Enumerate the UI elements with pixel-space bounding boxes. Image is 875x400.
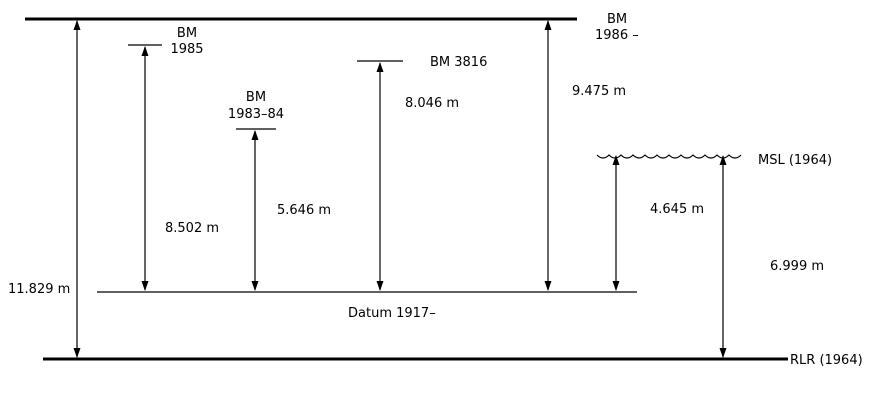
measurement-8046-label: 8.046 m (405, 96, 459, 111)
measurement-11829-label: 11.829 m (8, 282, 70, 297)
bm-1983-84-label-line2: 1983–84 (228, 107, 284, 122)
bm-3816-label: BM 3816 (430, 55, 487, 70)
measurement-9475-label: 9.475 m (572, 84, 626, 99)
datum-1917-label: Datum 1917– (348, 306, 436, 321)
bm-1985-label-line1: BM (177, 26, 197, 41)
bm-1986-label-line1: BM (607, 12, 627, 27)
measurement-5646-label: 5.646 m (277, 203, 331, 218)
msl-1964-label: MSL (1964) (758, 153, 832, 168)
rlr-1964-label: RLR (1964) (790, 353, 863, 368)
msl-1964-wave-line (596, 154, 742, 159)
bm-1985-label-line2: 1985 (170, 42, 203, 57)
measurement-6999-label: 6.999 m (770, 259, 824, 274)
measurement-8502-label: 8.502 m (165, 221, 219, 236)
bm-1983-84-label-line1: BM (246, 90, 266, 105)
measurement-4645-label: 4.645 m (650, 202, 704, 217)
bm-1986-label-line2: 1986 – (595, 28, 639, 43)
